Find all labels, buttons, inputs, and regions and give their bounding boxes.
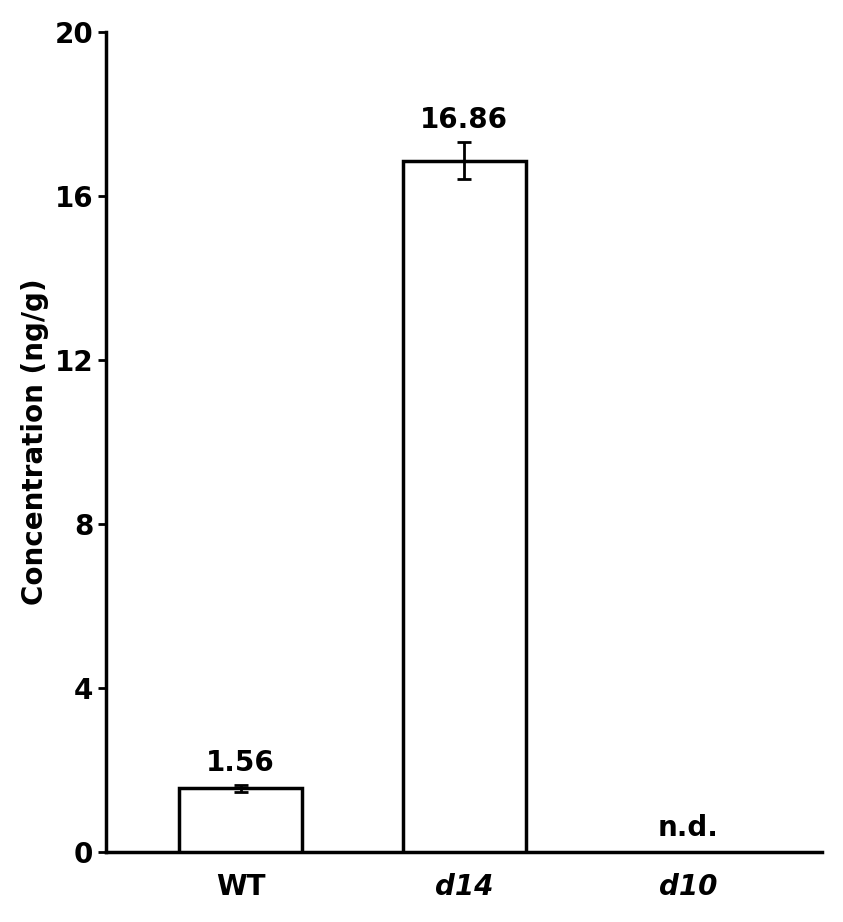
Text: 1.56: 1.56 (207, 749, 275, 777)
Y-axis label: Concentration (ng/g): Concentration (ng/g) (21, 278, 49, 606)
Text: d14: d14 (435, 873, 493, 901)
Text: 16.86: 16.86 (421, 106, 508, 134)
Text: n.d.: n.d. (658, 814, 718, 842)
Text: WT: WT (216, 873, 266, 901)
Bar (403, 160, 526, 852)
Bar (179, 788, 302, 852)
Text: d10: d10 (658, 873, 717, 901)
